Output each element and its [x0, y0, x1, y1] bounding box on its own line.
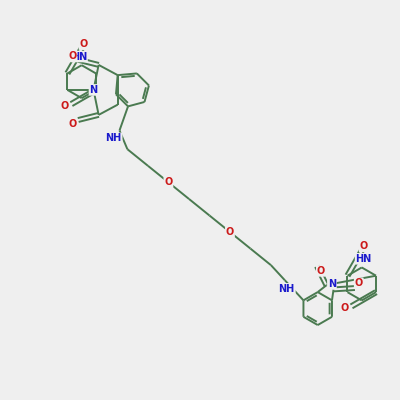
Text: NH: NH — [106, 134, 122, 144]
Text: O: O — [360, 241, 368, 251]
Text: HN: HN — [71, 52, 87, 62]
Text: O: O — [68, 51, 76, 61]
Text: O: O — [355, 278, 363, 288]
Text: O: O — [226, 227, 234, 237]
Text: N: N — [90, 85, 98, 95]
Text: O: O — [317, 266, 325, 276]
Text: O: O — [80, 39, 88, 49]
Text: O: O — [340, 303, 348, 313]
Text: N: N — [328, 279, 336, 289]
Text: HN: HN — [356, 254, 372, 264]
Text: O: O — [68, 119, 76, 129]
Text: O: O — [164, 177, 172, 187]
Text: NH: NH — [279, 284, 295, 294]
Text: O: O — [60, 101, 68, 111]
